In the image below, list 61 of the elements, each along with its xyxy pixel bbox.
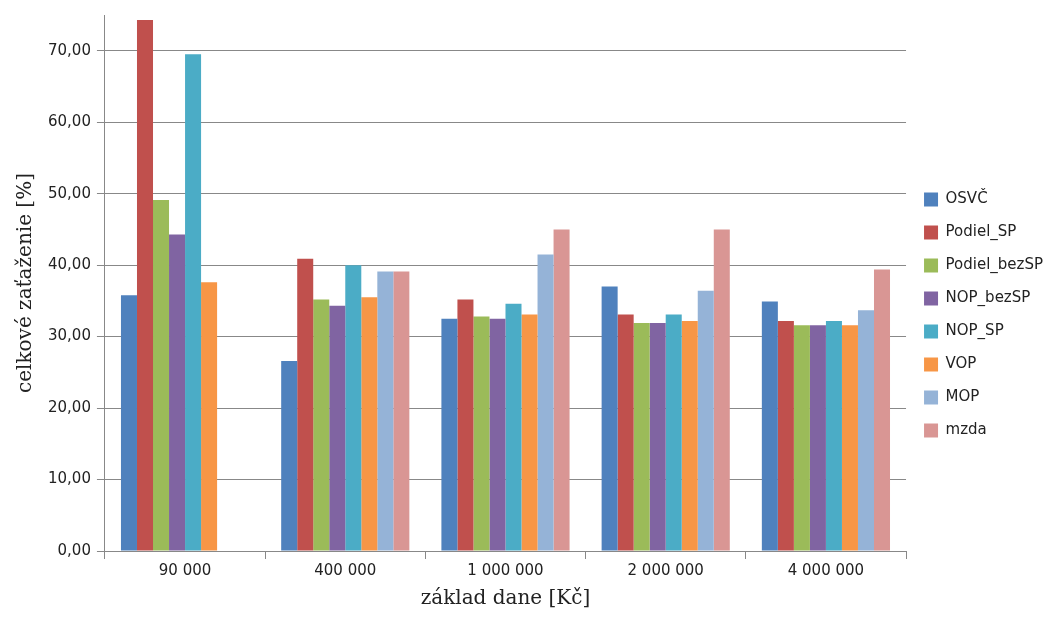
bar	[857, 310, 874, 551]
legend-label: MOP	[945, 387, 980, 406]
bar	[201, 282, 218, 551]
x-tick-label: 2 000 000	[627, 560, 704, 579]
bar	[297, 258, 314, 551]
legend-label: Podiel_bezSP	[945, 255, 1044, 275]
bar	[793, 325, 810, 551]
bar	[136, 20, 154, 551]
bar	[841, 325, 858, 551]
bar	[681, 320, 698, 551]
bar	[617, 314, 634, 551]
y-tick-label: 50,00	[47, 183, 91, 202]
bar	[489, 318, 506, 551]
legend-label: VOP	[945, 354, 977, 373]
y-tick-label: 40,00	[47, 255, 91, 274]
y-tick-label: 70,00	[47, 40, 91, 59]
bar	[553, 229, 570, 551]
bar	[521, 314, 538, 551]
legend-label: NOP_SP	[945, 321, 1004, 341]
bar	[505, 303, 522, 551]
bar	[313, 299, 330, 551]
legend-label: OSVČ	[945, 188, 988, 208]
bar	[601, 286, 618, 551]
y-axis-title: celkové zaťaženie [%]	[12, 173, 37, 393]
bar	[537, 254, 554, 551]
bar	[761, 301, 778, 551]
x-tick-label: 4 000 000	[787, 560, 865, 579]
y-tick-label: 20,00	[47, 397, 91, 416]
bar	[169, 234, 186, 551]
bar	[185, 54, 202, 551]
x-tick-label: 400 000	[314, 560, 377, 579]
bar	[713, 229, 730, 551]
bar	[697, 290, 714, 551]
x-tick-label: 90 000	[158, 560, 212, 579]
bar	[825, 320, 842, 551]
bar	[777, 320, 794, 551]
bar	[633, 323, 650, 551]
bar	[665, 314, 682, 551]
x-axis-title: základ dane [Kč]	[420, 585, 591, 610]
y-tick-label: 0,00	[57, 540, 91, 559]
bar	[457, 299, 474, 551]
bar	[153, 200, 170, 551]
bar	[873, 269, 891, 551]
bar	[393, 271, 410, 551]
y-tick-label: 60,00	[47, 112, 91, 131]
y-tick-label: 10,00	[47, 469, 91, 488]
bar	[377, 271, 394, 551]
bar	[361, 297, 378, 551]
bar	[329, 305, 346, 551]
bar	[649, 323, 666, 551]
bar	[809, 325, 826, 551]
x-tick-label: 1 000 000	[467, 560, 544, 579]
bar	[281, 360, 298, 551]
legend-label: mzda	[945, 420, 987, 439]
bar	[473, 316, 490, 551]
y-tick-label: 30,00	[47, 326, 91, 345]
bar	[345, 265, 362, 551]
legend-label: Podiel_SP	[945, 222, 1017, 242]
bar	[120, 295, 137, 551]
legend-label: NOP_bezSP	[945, 288, 1031, 308]
bar	[441, 318, 458, 551]
